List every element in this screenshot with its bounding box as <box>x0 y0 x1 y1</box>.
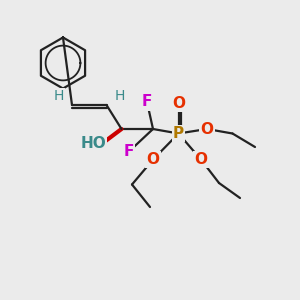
Text: F: F <box>124 144 134 159</box>
Text: HO: HO <box>80 136 106 152</box>
Text: H: H <box>53 89 64 103</box>
Text: P: P <box>173 126 184 141</box>
Text: O: O <box>200 122 214 136</box>
Text: O: O <box>172 96 185 111</box>
Text: O: O <box>146 152 160 167</box>
Text: F: F <box>142 94 152 110</box>
Text: O: O <box>194 152 208 167</box>
Text: H: H <box>115 89 125 103</box>
